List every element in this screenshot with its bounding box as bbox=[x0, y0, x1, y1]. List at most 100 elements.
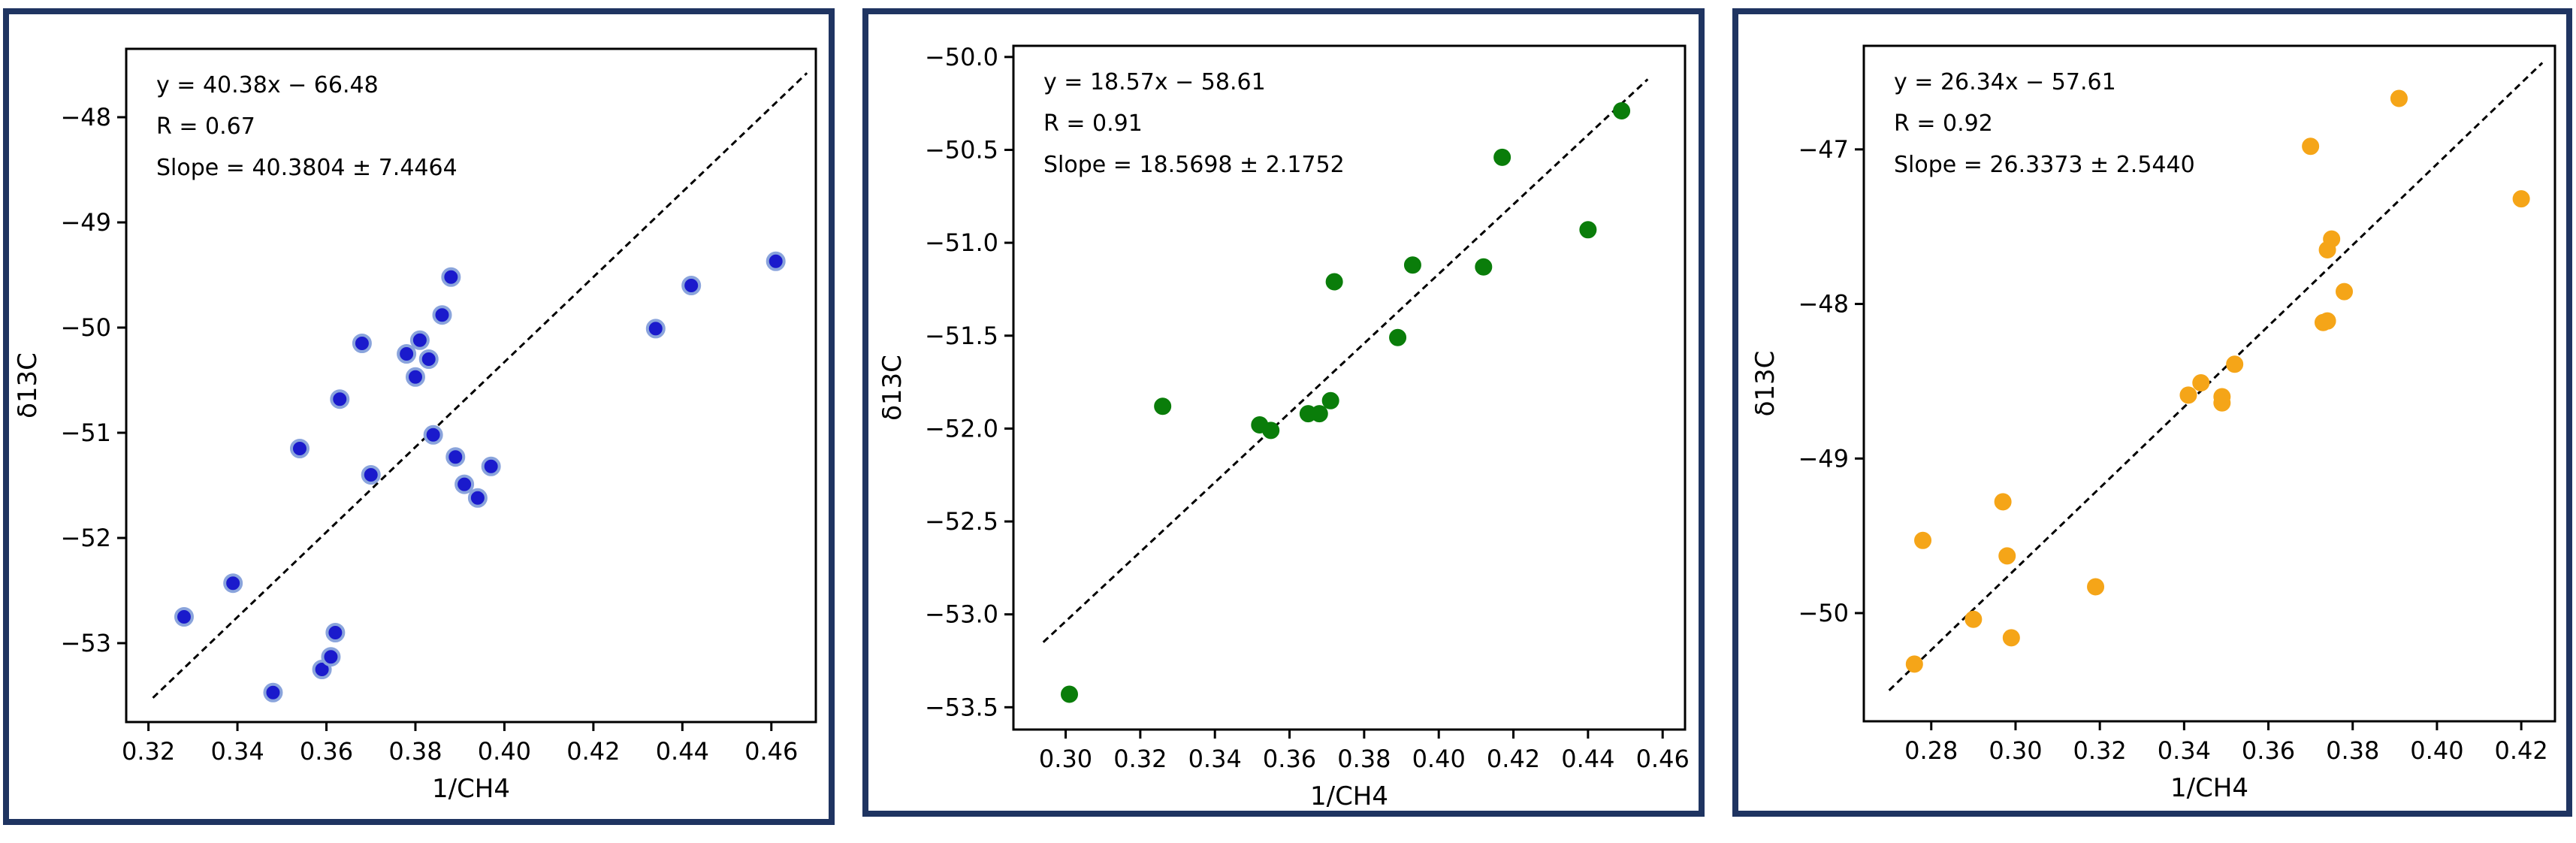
plot-frame bbox=[1012, 44, 1687, 731]
y-tick-label: −52.5 bbox=[925, 507, 998, 536]
data-point bbox=[432, 305, 452, 325]
data-point bbox=[405, 367, 425, 387]
data-point bbox=[2213, 394, 2231, 412]
data-point bbox=[263, 682, 283, 702]
x-tick-label: 0.28 bbox=[1904, 736, 1958, 765]
data-point bbox=[454, 474, 475, 494]
data-point bbox=[1998, 547, 2016, 565]
x-tick-label: 0.38 bbox=[388, 737, 442, 766]
y-tick-label: −51 bbox=[60, 418, 111, 447]
data-point bbox=[289, 439, 310, 458]
x-tick-label: 0.40 bbox=[1412, 745, 1466, 773]
data-point bbox=[1905, 655, 1923, 673]
annotation-text: R = 0.92 bbox=[1894, 110, 1993, 137]
x-tick-label: 0.36 bbox=[300, 737, 353, 766]
annotation-text: R = 0.67 bbox=[156, 113, 255, 140]
fit-line bbox=[152, 72, 808, 699]
data-point bbox=[681, 276, 702, 295]
x-tick-label: 0.32 bbox=[1113, 745, 1167, 773]
x-axis-label: 1/CH4 bbox=[1310, 781, 1388, 811]
annotation-text: y = 26.34x − 57.61 bbox=[1894, 69, 2116, 95]
x-tick-label: 0.44 bbox=[1561, 745, 1614, 773]
data-point bbox=[361, 465, 381, 485]
data-point bbox=[1493, 148, 1511, 166]
x-tick-label: 0.46 bbox=[744, 737, 798, 766]
scatter-chart-2: 0.30 0.32 0.34 0.36 0.38 0.40 0.42 0.44 0.46 −53.… bbox=[877, 43, 1690, 811]
y-tick-label: −53 bbox=[60, 629, 111, 657]
scatter-chart-3: 0.28 0.30 0.32 0.34 0.36 0.38 0.40 0.42 −50 −49 −4… bbox=[1750, 44, 2556, 803]
data-point bbox=[2226, 355, 2244, 373]
data-point bbox=[352, 334, 372, 353]
data-point bbox=[1154, 397, 1172, 415]
data-point bbox=[1964, 610, 1983, 628]
data-point bbox=[174, 607, 194, 627]
x-tick-label: 0.36 bbox=[1263, 745, 1316, 773]
x-tick-label: 0.34 bbox=[2158, 736, 2211, 765]
y-tick-label: −50.0 bbox=[925, 43, 998, 71]
data-point bbox=[1475, 258, 1493, 276]
data-point bbox=[2390, 89, 2408, 107]
data-point bbox=[321, 647, 341, 667]
y-tick-label: −52.0 bbox=[925, 414, 998, 443]
y-tick-label: −53.5 bbox=[925, 693, 998, 721]
data-point bbox=[2336, 283, 2354, 301]
annotation-text: Slope = 40.3804 ± 7.4464 bbox=[156, 155, 458, 181]
annotation-text: Slope = 18.5698 ± 2.1752 bbox=[1043, 152, 1345, 178]
data-point bbox=[2323, 230, 2341, 248]
plot-frame bbox=[125, 47, 817, 724]
y-tick-label: −48 bbox=[60, 103, 111, 131]
data-point bbox=[1579, 221, 1597, 239]
y-tick-label: −53.0 bbox=[925, 600, 998, 629]
y-tick-label: −49 bbox=[1798, 444, 1849, 473]
x-tick-label: 0.32 bbox=[122, 737, 175, 766]
data-point bbox=[325, 623, 346, 642]
y-tick-label: −49 bbox=[60, 208, 111, 237]
data-point bbox=[1403, 256, 1421, 274]
data-point bbox=[1310, 405, 1328, 423]
y-tick-label: −47 bbox=[1798, 135, 1849, 164]
x-tick-label: 0.34 bbox=[1188, 745, 1242, 773]
annotation-text: R = 0.91 bbox=[1043, 110, 1143, 137]
data-point bbox=[223, 573, 243, 594]
fit-line bbox=[1888, 62, 2544, 691]
data-point bbox=[445, 447, 466, 467]
x-tick-label: 0.32 bbox=[2073, 736, 2127, 765]
data-point bbox=[467, 488, 488, 508]
annotation-text: Slope = 26.3373 ± 2.5440 bbox=[1894, 152, 2195, 178]
x-tick-label: 0.44 bbox=[656, 737, 709, 766]
data-point bbox=[2302, 137, 2320, 156]
plot-frame bbox=[1862, 44, 2556, 723]
data-point bbox=[1262, 422, 1280, 440]
data-point bbox=[397, 344, 417, 364]
x-tick-label: 0.34 bbox=[210, 737, 264, 766]
data-point bbox=[481, 456, 501, 476]
data-point bbox=[1914, 531, 1932, 549]
x-tick-label: 0.36 bbox=[2242, 736, 2295, 765]
chart-panel-2: 0.30 0.32 0.34 0.36 0.38 0.40 0.42 0.44 0.46 −53.… bbox=[862, 8, 1705, 817]
data-point bbox=[2087, 578, 2105, 596]
data-point bbox=[1325, 273, 1343, 291]
y-axis-label: δ13C bbox=[1750, 351, 1780, 417]
y-tick-label: −48 bbox=[1798, 290, 1849, 319]
x-tick-label: 0.40 bbox=[478, 737, 531, 766]
y-tick-label: −51.5 bbox=[925, 322, 998, 350]
fit-line bbox=[1042, 78, 1649, 643]
scatter-chart-1: 0.32 0.34 0.36 0.38 0.40 0.42 0.44 0.46 −53 −52 −5… bbox=[13, 47, 817, 804]
data-point bbox=[1613, 102, 1631, 120]
data-point bbox=[2318, 312, 2336, 330]
y-tick-label: −50 bbox=[1798, 599, 1849, 627]
y-tick-label: −52 bbox=[60, 524, 111, 552]
chart-panel-3: 0.28 0.30 0.32 0.34 0.36 0.38 0.40 0.42 −50 −49 −4… bbox=[1732, 8, 2572, 817]
annotation-text: y = 18.57x − 58.61 bbox=[1043, 69, 1266, 95]
y-tick-label: −50.5 bbox=[925, 135, 998, 164]
y-axis-label: δ13C bbox=[13, 352, 43, 418]
data-point bbox=[645, 319, 666, 339]
data-point bbox=[1061, 685, 1078, 703]
x-tick-label: 0.38 bbox=[2326, 736, 2379, 765]
data-point bbox=[2192, 373, 2210, 391]
data-point bbox=[330, 389, 350, 409]
x-axis-label: 1/CH4 bbox=[432, 774, 510, 804]
x-tick-label: 0.38 bbox=[1337, 745, 1391, 773]
chart-panel-1: 0.32 0.34 0.36 0.38 0.40 0.42 0.44 0.46 −53 −52 −5… bbox=[3, 8, 835, 825]
x-tick-label: 0.40 bbox=[2410, 736, 2463, 765]
